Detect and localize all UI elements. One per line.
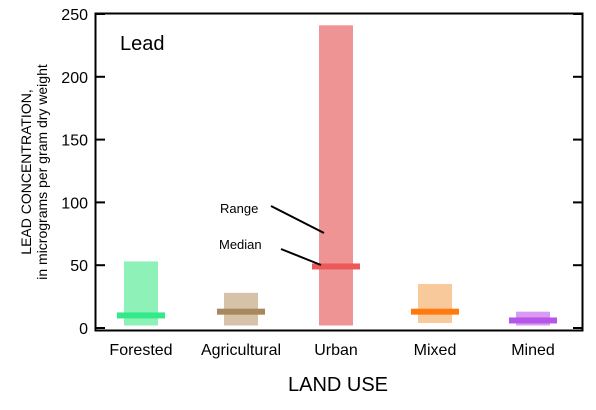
y-tick-label: 50 [70, 258, 88, 275]
median-bar-mined [509, 317, 557, 324]
y-axis-title-line-2: in micrograms per gram dry weight [34, 64, 50, 280]
category-label-urban: Urban [314, 342, 358, 359]
x-axis-title: LAND USE [288, 374, 388, 396]
median-bar-mixed [411, 308, 459, 315]
y-tick-label: 0 [79, 321, 88, 338]
chart-title: Lead [120, 33, 165, 55]
category-label-mined: Mined [511, 342, 555, 359]
y-tick-label: 150 [61, 133, 88, 150]
y-axis-title: LEAD CONCENTRATION, in micrograms per gr… [18, 64, 50, 280]
median-bar-urban [312, 263, 360, 270]
y-tick-label: 250 [61, 7, 88, 24]
median-leader-line [280, 248, 322, 266]
y-tick-label: 100 [61, 195, 88, 212]
x-axis-category-labels: Forested Agricultural Urban Mixed Mined [109, 342, 554, 359]
y-tick-label: 200 [61, 70, 88, 87]
plot-frame [94, 12, 584, 332]
category-label-agricultural: Agricultural [201, 342, 281, 359]
median-bar-forested [117, 312, 165, 319]
range-bars [124, 25, 550, 326]
category-label-forested: Forested [109, 342, 172, 359]
median-bar-agricultural [217, 308, 265, 315]
y-axis-tick-labels: 0 50 100 150 200 250 [61, 7, 88, 338]
median-annotation: Median [219, 237, 262, 252]
y-axis-title-line-1: LEAD CONCENTRATION, [18, 89, 34, 254]
y-axis-ticks [96, 13, 582, 329]
category-label-mixed: Mixed [414, 342, 457, 359]
range-bar-mixed [418, 284, 452, 323]
median-bars [117, 263, 557, 324]
range-annotation: Range [220, 201, 258, 216]
range-leader-line [270, 205, 325, 234]
range-bar-urban [319, 25, 353, 326]
